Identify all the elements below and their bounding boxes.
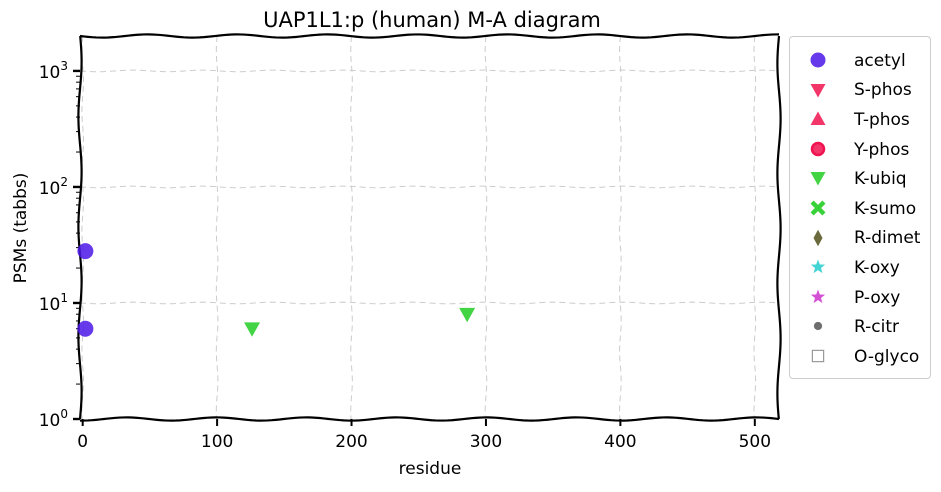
y-grid-line (79, 185, 780, 189)
legend-marker (810, 289, 826, 303)
x-tick-label: 400 (604, 432, 636, 452)
legend-symbol (810, 83, 826, 98)
legend-symbol (810, 111, 826, 126)
y-grid-line (79, 301, 780, 305)
data-point-k-ubiq (459, 307, 476, 323)
x-grid-line (484, 35, 488, 420)
grid-lines (79, 35, 780, 420)
y-axis-label: PSMs (tabbs) (11, 173, 31, 284)
legend-marker (810, 111, 826, 126)
legend-symbol (810, 289, 826, 303)
x-grid-line (619, 35, 622, 420)
x-tick-label: 0 (77, 432, 88, 452)
x-tick-label: 500 (739, 432, 771, 452)
legend-marker (813, 322, 823, 331)
legend-label: R-citr (854, 317, 899, 338)
legend-item: R-dimet (790, 224, 930, 254)
legend-marker (810, 83, 826, 98)
legend-item: R-citr (790, 312, 930, 342)
x-grid-line (81, 35, 84, 420)
legend-item: Y-phos (790, 135, 930, 165)
legend-marker (810, 141, 826, 157)
legend-label: acetyl (854, 50, 906, 71)
legend-item: P-oxy (790, 283, 930, 313)
axis-ticks: 0 100 200 300 400 500 100 101 102 103 (39, 59, 771, 452)
x-grid-line (753, 35, 757, 420)
y-grid-line (79, 69, 780, 73)
data-point-k-ubiq (244, 322, 261, 337)
x-tick-label: 200 (335, 432, 367, 452)
data-point-acetyl (77, 243, 94, 260)
y-tick-label: 100 (39, 407, 68, 431)
legend-symbol (811, 349, 825, 363)
legend-item: O-glyco (790, 342, 930, 372)
legend-label: K-sumo (854, 198, 917, 219)
legend-label: R-dimet (854, 228, 921, 249)
chart-title: UAP1L1:p (human) M-A diagram (263, 8, 601, 32)
x-tick-label: 300 (470, 432, 502, 452)
legend-marker (810, 52, 826, 68)
legend-item: K-sumo (790, 194, 930, 224)
legend-marker (810, 259, 826, 274)
legend-item: T-phos (790, 105, 930, 135)
plot-frame (77, 33, 782, 422)
legend-symbol (810, 259, 826, 274)
x-axis-label: residue (399, 459, 462, 479)
legend-label: O-glyco (854, 346, 920, 367)
legend-symbol (813, 322, 823, 331)
legend-label: S-phos (854, 80, 912, 101)
y-tick-label: 102 (39, 175, 68, 199)
legend-item: acetyl (790, 46, 930, 76)
legend-label: Y-phos (854, 139, 910, 160)
chart-legend: acetyl S-phos T-phos Y-phos K-ubiq K-sumo R-di… (789, 36, 931, 379)
legend-symbol (810, 172, 826, 186)
legend-label: P-oxy (854, 287, 901, 308)
legend-symbol (810, 141, 826, 157)
legend-marker (810, 200, 826, 216)
x-grid-line (350, 35, 353, 420)
legend-label: K-oxy (854, 257, 900, 278)
legend-marker (810, 172, 826, 186)
legend-symbol (813, 229, 823, 246)
legend-marker (811, 349, 825, 363)
legend-item: K-ubiq (790, 164, 930, 194)
x-tick-label: 100 (201, 432, 233, 452)
legend-item: S-phos (790, 76, 930, 106)
x-grid-line (215, 35, 219, 420)
y-tick-label: 103 (39, 59, 68, 83)
legend-symbol (810, 52, 826, 68)
legend-item: K-oxy (790, 253, 930, 283)
legend-marker (813, 229, 823, 246)
y-tick-label: 101 (39, 291, 68, 315)
legend-label: K-ubiq (854, 169, 907, 190)
legend-label: T-phos (854, 109, 910, 130)
data-point-acetyl (77, 320, 94, 337)
legend-symbol (810, 200, 826, 216)
data-points (77, 243, 476, 337)
